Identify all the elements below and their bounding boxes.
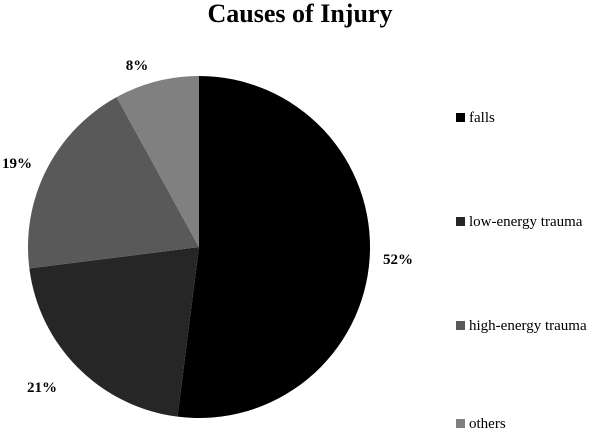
chart-title: Causes of Injury: [208, 0, 393, 28]
pie-slice-low-energy-trauma: [29, 247, 199, 417]
legend-label-high-energy-trauma: high-energy trauma: [469, 318, 587, 334]
legend-swatch-low-energy-trauma: [456, 217, 465, 226]
legend-label-falls: falls: [469, 110, 495, 126]
legend-swatch-high-energy-trauma: [456, 321, 465, 330]
pie-slice-others: [116, 76, 199, 247]
slice-label-others: 8%: [126, 58, 149, 74]
pie-slices: [28, 75, 371, 418]
slice-label-high-energy-trauma: 19%: [2, 156, 32, 172]
slice-label-falls: 52%: [383, 252, 413, 268]
legend-label-others: others: [469, 416, 506, 432]
pie-slice-high-energy-trauma: [28, 97, 199, 269]
legend-label-low-energy-trauma: low-energy trauma: [469, 214, 583, 230]
slice-label-low-energy-trauma: 21%: [27, 380, 57, 396]
legend: falls low-energy trauma high-energy trauma…: [456, 110, 587, 432]
pie-slice-labels: 52% 21% 19% 8%: [2, 58, 413, 396]
legend-swatch-others: [456, 419, 465, 428]
pie-slice-falls: [177, 75, 371, 418]
legend-swatch-falls: [456, 113, 465, 122]
